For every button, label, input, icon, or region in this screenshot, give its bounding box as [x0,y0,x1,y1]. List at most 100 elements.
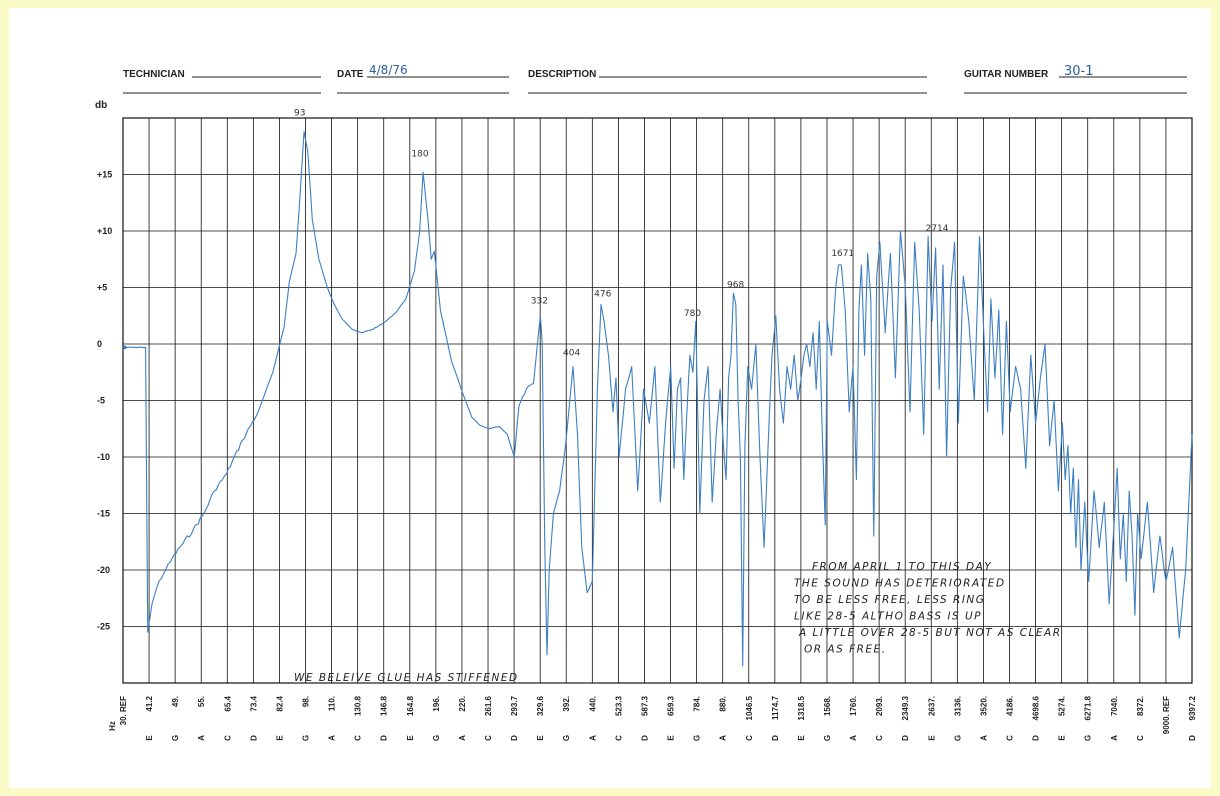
peak-label: 1671 [831,249,854,259]
x-tick-note: C [745,735,754,741]
x-axis-label: Hz [108,721,117,731]
x-tick-note: D [510,735,519,741]
x-tick-freq: 392. [562,696,571,712]
x-tick-freq: 4186. [1005,696,1014,716]
peak-label: 2714 [926,224,949,234]
y-tick-label: +15 [97,170,112,180]
date-label: DATE [337,69,364,80]
x-tick-freq: 261.6 [484,695,493,716]
x-tick-freq: 49. [171,696,180,707]
x-tick-note: E [536,735,545,741]
y-tick-label: -10 [97,452,110,462]
x-tick-note: D [380,735,389,741]
x-tick-note: C [1136,735,1145,741]
x-tick-freq: 659.3 [667,695,676,716]
x-tick-freq: 2349.3 [901,695,910,720]
x-tick-note: D [249,735,258,741]
x-tick-freq: 7040. [1110,696,1119,716]
x-tick-note: D [1188,735,1197,741]
x-tick-note: A [719,735,728,741]
peak-label: 780 [684,309,701,319]
x-tick-note: D [771,735,780,741]
header-form: TECHNICIAN DATE 4/8/76 DESCRIPTION GUITA… [123,63,1187,94]
x-tick-freq: 30. REF [119,696,128,725]
x-tick-note: E [667,735,676,741]
x-tick-note: D [640,735,649,741]
x-tick-note: A [1110,735,1119,741]
peak-label: 404 [563,348,580,358]
x-tick-freq: 587.3 [640,695,649,716]
x-tick-freq: 1174.7 [771,695,780,720]
x-tick-freq: 1568. [823,696,832,716]
x-tick-freq: 3136. [953,696,962,716]
y-axis-label: db [95,100,107,111]
x-tick-note: G [1084,735,1093,741]
x-tick-note: A [849,735,858,741]
x-tick-freq: 784. [693,696,702,712]
note-line: LIKE 28-5 ALTHO BASS IS UP [794,611,982,623]
note-line: THE SOUND HAS DETERIORATED [794,578,1006,590]
x-tick-note: G [432,735,441,741]
x-tick-freq: 1046.5 [745,695,754,720]
y-axis-ticks: +15 +10 +5 0 -5 -10 -15 -20 -25 [97,170,112,632]
x-tick-freq: 41.2 [145,695,154,711]
x-tick-freq: 6271.8 [1084,695,1093,720]
x-tick-freq: 82.4 [275,695,284,711]
x-tick-note: A [458,735,467,741]
x-tick-note: C [1005,735,1014,741]
x-tick-freq: 2093. [875,696,884,716]
x-tick-freq: 2637. [927,696,936,716]
x-tick-note: C [614,735,623,741]
trace-start-point [123,345,127,350]
x-tick-freq: 146.8 [380,695,389,716]
peak-label: 476 [594,290,611,300]
peak-label: 180 [411,149,428,159]
x-tick-note: A [197,735,206,741]
y-tick-label: -25 [97,622,110,632]
response-trace [123,131,1193,667]
description-label: DESCRIPTION [528,69,596,80]
x-tick-freq: 65.4 [223,695,232,711]
chart-grid [122,117,1193,684]
frequency-response-chart: TECHNICIAN DATE 4/8/76 DESCRIPTION GUITA… [95,63,1197,741]
x-tick-freq: 4698.6 [1032,695,1041,720]
x-tick-freq: 8372. [1136,696,1145,716]
x-tick-note: A [979,735,988,741]
response-line [123,131,1193,667]
x-tick-note: D [901,735,910,741]
x-tick-freq: 523.3 [614,695,623,716]
x-tick-note: G [953,735,962,741]
y-tick-label: -15 [97,509,110,519]
peak-labels: 93 180 332 404 476 780 968 1671 2714 [294,109,949,359]
x-tick-note: E [145,735,154,741]
x-tick-note: E [927,735,936,741]
note-line: TO BE LESS FREE, LESS RING [794,594,985,606]
x-tick-freq: 440. [588,696,597,712]
x-tick-freq: 220. [458,696,467,712]
x-tick-note: E [797,735,806,741]
x-tick-note: D [1032,735,1041,741]
note-line: A LITTLE OVER 28-5 BUT NOT AS CLEAR [798,627,1062,639]
response-chart-sheet: TECHNICIAN DATE 4/8/76 DESCRIPTION GUITA… [9,8,1211,788]
x-tick-freq: 98. [302,696,311,707]
bottom-note: WE BELEIVE GLUE HAS STIFFENED [294,672,519,684]
guitar-number-label: GUITAR NUMBER [964,69,1049,80]
x-tick-freq: 164.8 [406,695,415,716]
date-value: 4/8/76 [369,63,408,77]
x-tick-freq: 196. [432,696,441,712]
y-tick-label: -5 [97,396,105,406]
x-tick-note: G [693,735,702,741]
x-tick-note: E [275,735,284,741]
x-tick-freq: 293.7 [510,695,519,716]
peak-label: 93 [294,109,305,119]
x-tick-freq: 880. [719,696,728,712]
y-tick-label: +10 [97,226,112,236]
note-line: FROM APRIL 1 TO THIS DAY [812,561,992,573]
x-tick-note: C [875,735,884,741]
note-line: OR AS FREE. [804,644,887,656]
x-tick-freq: 9000. REF [1162,696,1171,734]
x-tick-note: E [1058,735,1067,741]
x-tick-note: A [588,735,597,741]
handwritten-notes: FROM APRIL 1 TO THIS DAY THE SOUND HAS DE… [292,561,1062,684]
x-tick-freq: 9397.2 [1188,695,1197,720]
